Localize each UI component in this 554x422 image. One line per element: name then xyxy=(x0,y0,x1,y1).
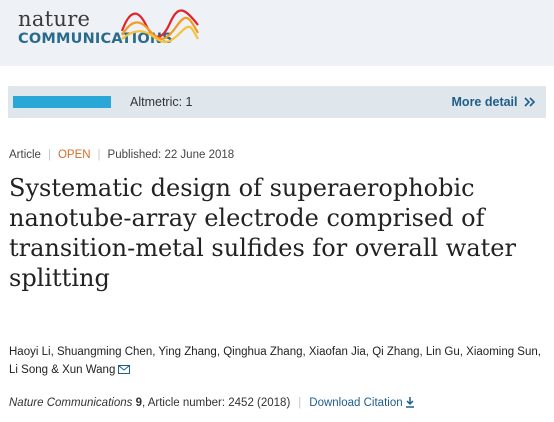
author-link[interactable]: Li Song xyxy=(9,364,49,376)
envelope-icon[interactable] xyxy=(118,365,131,374)
altmetric-badge[interactable] xyxy=(13,96,111,108)
author-link[interactable]: Xiaoming Sun xyxy=(466,346,538,358)
download-citation-label: Download Citation xyxy=(309,397,403,409)
volume-number: 9 xyxy=(135,397,142,409)
site-header: nature COMMUNICATIONS xyxy=(0,0,554,66)
author-link[interactable]: Xiaofan Jia xyxy=(308,346,366,358)
citation-divider: | xyxy=(298,397,302,409)
author-link[interactable]: Qinghua Zhang xyxy=(223,346,303,358)
meta-divider: | xyxy=(47,149,51,161)
author-link[interactable]: Xun Wang xyxy=(62,364,116,376)
author-link[interactable]: Lin Gu xyxy=(425,346,460,358)
download-citation-link[interactable]: Download Citation xyxy=(309,397,414,409)
meta-divider: | xyxy=(97,149,101,161)
journal-logo-communications[interactable]: COMMUNICATIONS xyxy=(18,31,173,47)
more-detail-link[interactable]: More detail xyxy=(452,95,536,109)
article-title: Systematic design of superaerophobic nan… xyxy=(9,174,516,292)
article-number: , Article number: 2452 (2018) xyxy=(141,397,291,409)
author-link[interactable]: Haoyi Li xyxy=(9,346,51,358)
journal-logo-nature[interactable]: nature xyxy=(18,7,91,31)
article-type: Article xyxy=(9,149,41,161)
author-link[interactable]: Shuangming Chen xyxy=(56,346,153,358)
author-list: Haoyi Li, Shuangming Chen, Ying Zhang, Q… xyxy=(9,346,541,376)
author-link[interactable]: Qi Zhang xyxy=(372,346,420,358)
more-detail-label: More detail xyxy=(451,95,518,109)
published-date: Published: 22 June 2018 xyxy=(107,149,235,161)
altmetric-score: Altmetric: 1 xyxy=(130,95,193,109)
double-chevron-right-icon xyxy=(524,97,536,107)
journal-name: Nature Communications xyxy=(9,397,133,409)
author-link[interactable]: Ying Zhang xyxy=(158,346,217,358)
article-meta: Article | OPEN | Published: 22 June 2018 xyxy=(9,149,234,161)
download-icon xyxy=(405,397,414,408)
altmetric-bar: Altmetric: 1 More detail xyxy=(8,86,546,118)
logo-waves-icon xyxy=(120,9,199,43)
citation-line: Nature Communications 9, Article number:… xyxy=(9,396,415,409)
open-access-badge: OPEN xyxy=(57,149,91,161)
